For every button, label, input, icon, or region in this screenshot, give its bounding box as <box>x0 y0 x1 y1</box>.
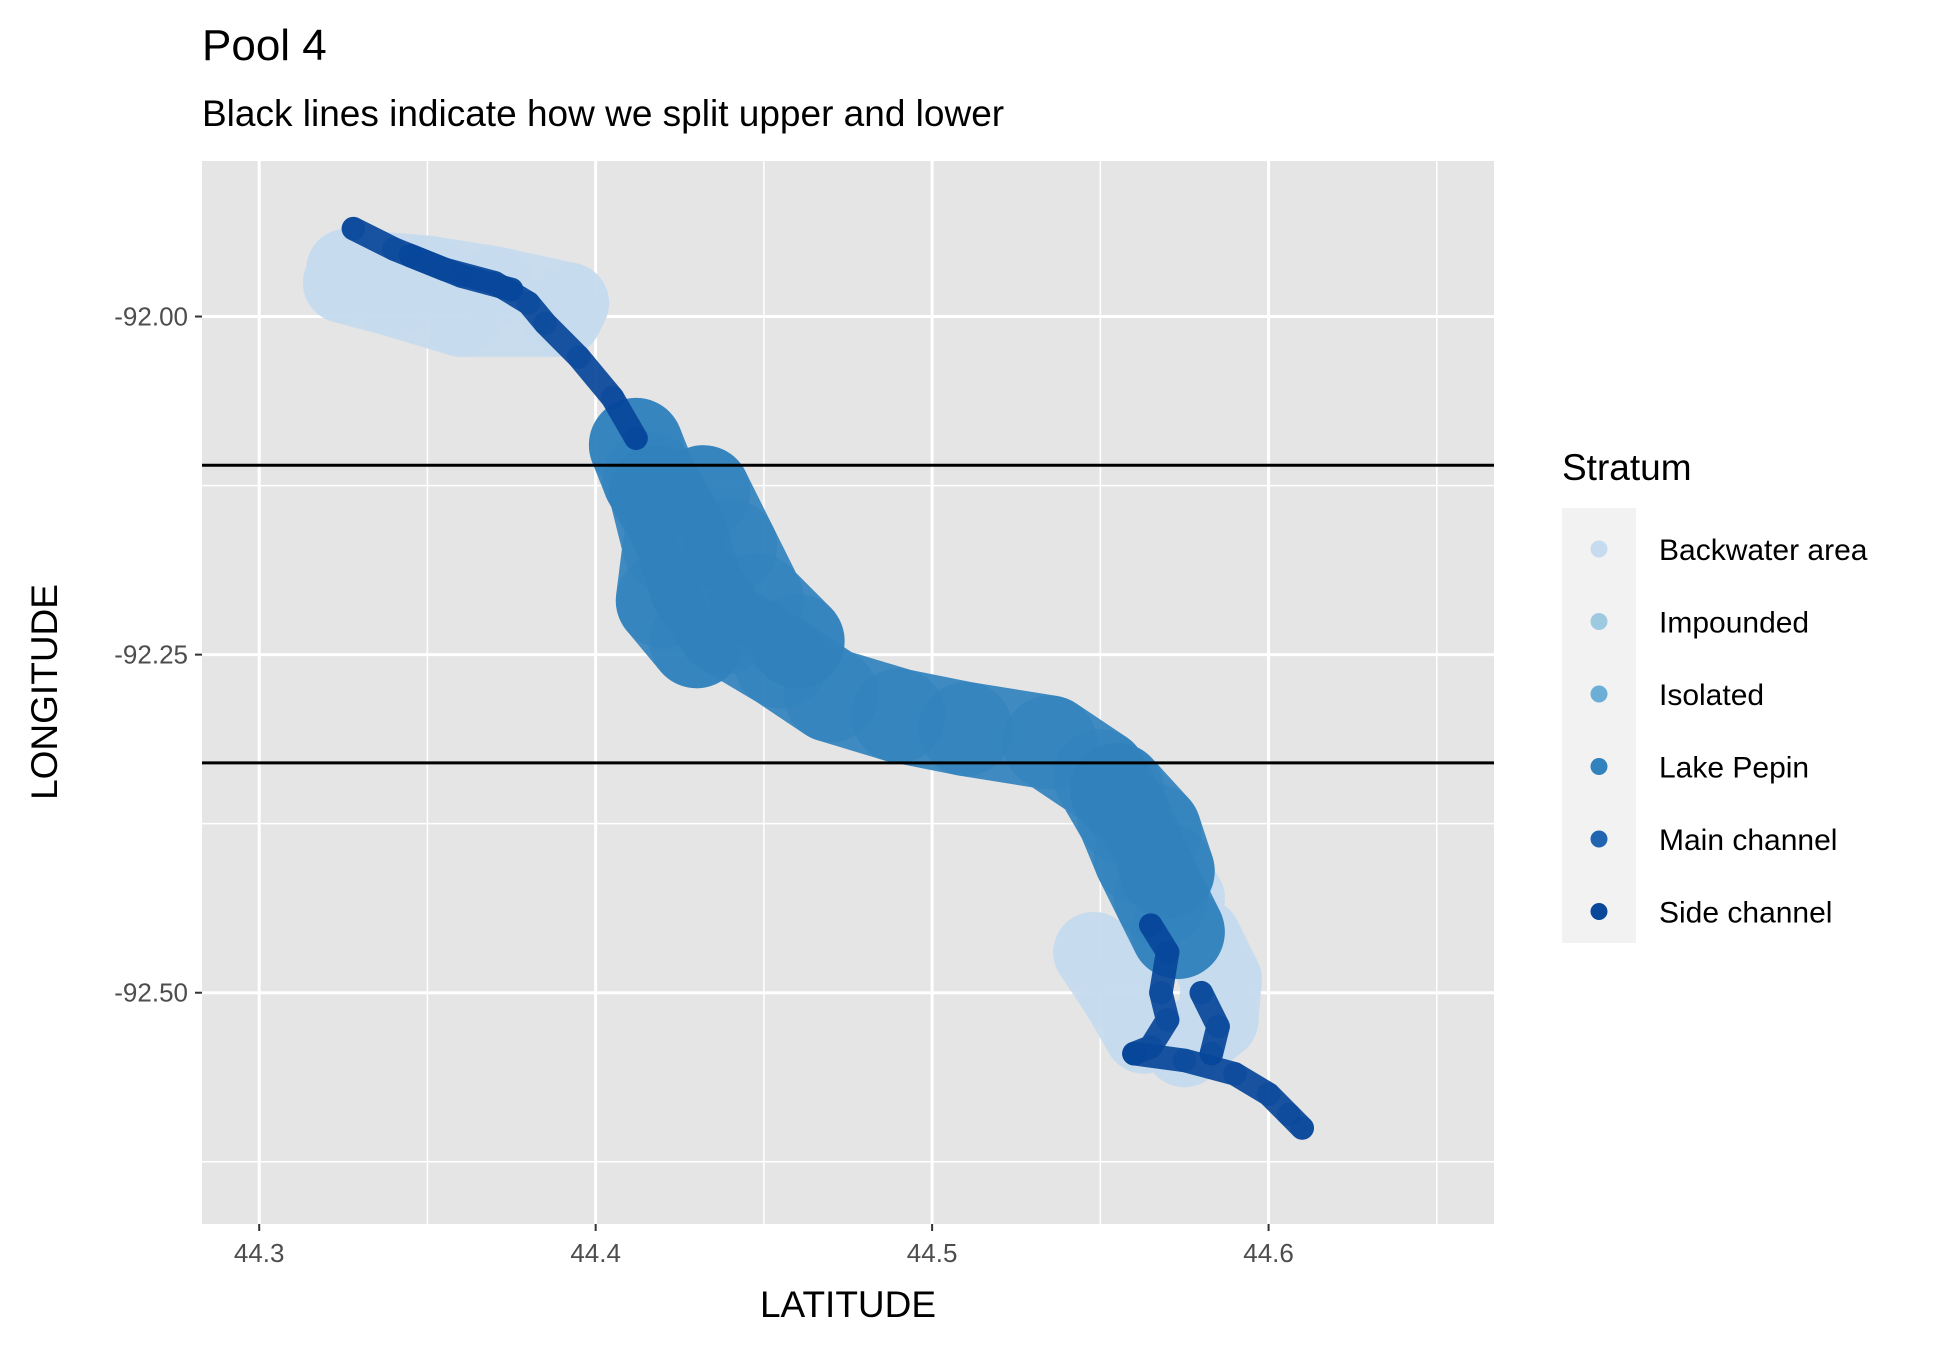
legend-swatch <box>1590 613 1608 630</box>
legend-title: Stratum <box>1562 447 1692 488</box>
data-point <box>449 264 473 288</box>
legend-label: Lake Pepin <box>1659 752 1809 785</box>
y-tick-label: -92.00 <box>114 302 188 332</box>
data-point <box>1139 913 1163 937</box>
data-point <box>624 426 648 451</box>
x-axis-title: LATITUDE <box>760 1284 936 1325</box>
chart-title: Pool 4 <box>202 21 327 70</box>
data-point <box>1199 1041 1224 1066</box>
split-lines <box>202 463 1494 765</box>
data-point <box>499 277 524 302</box>
y-axis-ticks: -92.00 -92.25 -92.50 <box>114 302 202 1008</box>
legend-label: Impounded <box>1659 607 1809 640</box>
data-point <box>1155 940 1180 964</box>
data-point <box>398 243 423 268</box>
x-tick-label: 44.4 <box>570 1238 621 1268</box>
data-point <box>516 291 541 315</box>
legend-label: Side channel <box>1659 897 1832 930</box>
x-tick-label: 44.5 <box>907 1238 958 1268</box>
data-point <box>420 276 502 357</box>
x-tick-label: 44.6 <box>1243 1238 1294 1268</box>
data-point <box>1256 1082 1281 1106</box>
data-point <box>521 276 603 357</box>
data-point <box>1120 823 1215 919</box>
legend: Backwater area Impounded Isolated Lake Pepi… <box>1590 534 1868 930</box>
legend-label: Main channel <box>1659 824 1837 857</box>
data-point <box>750 594 845 689</box>
legend-swatch <box>1590 685 1608 703</box>
legend-swatch <box>1590 830 1608 848</box>
data-point <box>1223 1062 1247 1086</box>
legend-label: Isolated <box>1659 679 1764 712</box>
legend-swatch <box>1590 903 1608 920</box>
data-point <box>533 311 557 336</box>
data-point <box>1189 980 1214 1005</box>
data-point <box>918 681 1013 777</box>
chart-subtitle: Black lines indicate how we split upper … <box>202 93 1004 134</box>
legend-swatch <box>1590 758 1608 775</box>
legend-label: Backwater area <box>1659 534 1868 567</box>
legend-key-background <box>1562 508 1636 943</box>
data-point <box>1172 1048 1197 1073</box>
x-axis-ticks: 44.3 44.4 44.5 44.6 <box>234 1224 1294 1268</box>
data-points <box>302 216 1314 1140</box>
data-point <box>302 242 384 324</box>
data-point <box>1290 1116 1314 1140</box>
data-point <box>1149 980 1173 1005</box>
data-point <box>567 345 591 369</box>
legend-swatch <box>1590 540 1608 558</box>
y-tick-label: -92.25 <box>114 640 188 670</box>
data-point <box>600 385 625 410</box>
x-tick-label: 44.3 <box>234 1238 285 1268</box>
data-point <box>1155 1008 1180 1032</box>
y-axis-title: LONGITUDE <box>24 584 65 800</box>
data-point <box>1122 1041 1146 1066</box>
y-tick-label: -92.50 <box>114 978 188 1008</box>
data-point <box>341 216 366 241</box>
data-point <box>1206 1014 1230 1039</box>
